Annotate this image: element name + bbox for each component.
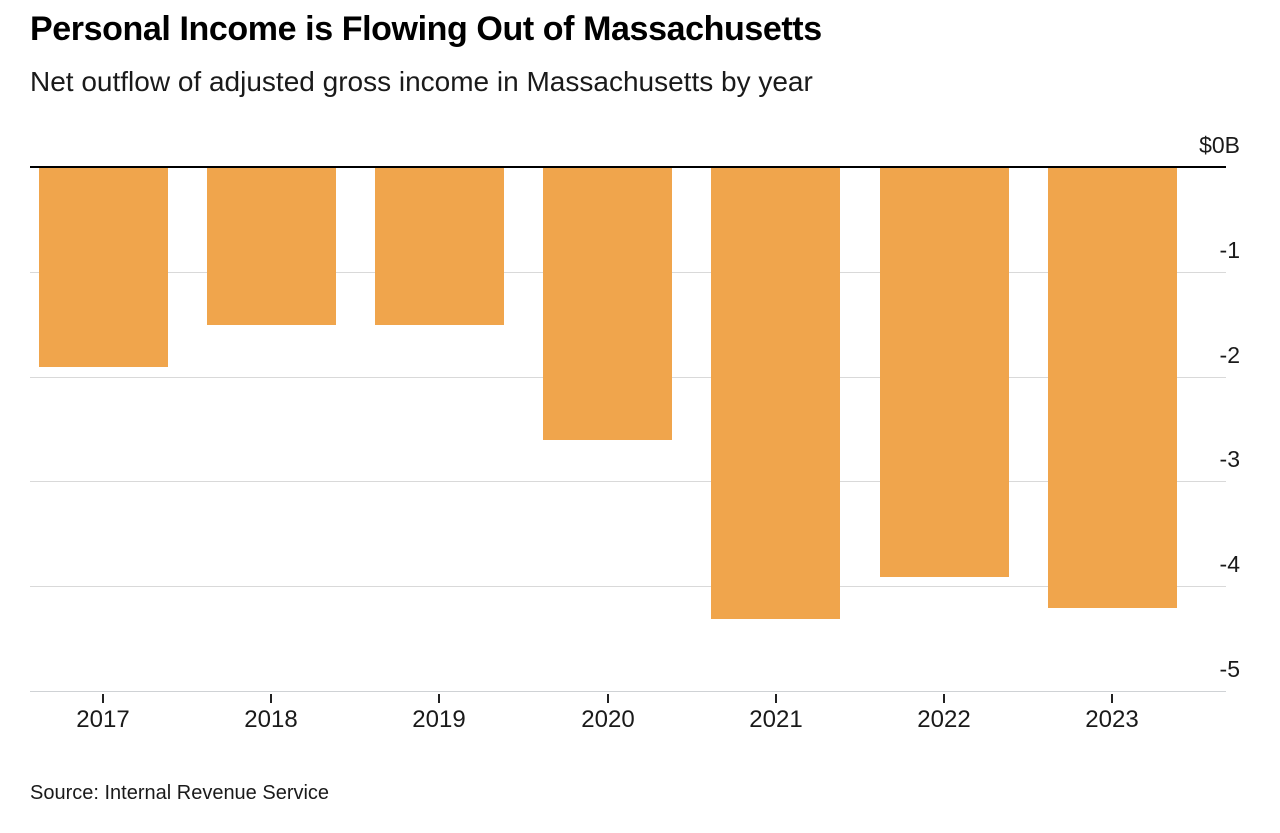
x-tick-mark bbox=[943, 694, 945, 703]
x-tick-mark bbox=[1111, 694, 1113, 703]
x-tick-label: 2021 bbox=[749, 706, 803, 733]
x-tick-mark bbox=[775, 694, 777, 703]
x-tick-mark bbox=[270, 694, 272, 703]
bar-2021 bbox=[711, 168, 840, 619]
x-tick-mark bbox=[438, 694, 440, 703]
bar-2018 bbox=[207, 168, 336, 325]
y-tick-label: $0B bbox=[1199, 132, 1240, 158]
bar-2023 bbox=[1048, 168, 1177, 608]
bar-2017 bbox=[39, 168, 168, 367]
y-tick-label: -4 bbox=[1219, 551, 1240, 577]
x-tick-label: 2017 bbox=[76, 706, 130, 733]
bar-2022 bbox=[880, 168, 1009, 577]
gridline bbox=[30, 586, 1226, 587]
gridline bbox=[30, 481, 1226, 482]
x-tick-label: 2022 bbox=[917, 706, 971, 733]
x-tick-label: 2023 bbox=[1085, 706, 1139, 733]
x-tick-label: 2019 bbox=[412, 706, 466, 733]
bar-2020 bbox=[543, 168, 672, 440]
y-tick-label: -5 bbox=[1219, 656, 1240, 682]
source-note: Source: Internal Revenue Service bbox=[30, 782, 330, 804]
y-tick-label: -3 bbox=[1219, 446, 1240, 472]
bar-2019 bbox=[375, 168, 504, 325]
y-tick-label: -1 bbox=[1219, 237, 1240, 263]
chart-subtitle: Net outflow of adjusted gross income in … bbox=[30, 66, 813, 97]
x-tick-mark bbox=[102, 694, 104, 703]
x-tick-label: 2020 bbox=[581, 706, 635, 733]
chart-title: Personal Income is Flowing Out of Massac… bbox=[30, 10, 822, 48]
zero-line bbox=[30, 166, 1226, 168]
x-tick-mark bbox=[607, 694, 609, 703]
y-tick-label: -2 bbox=[1219, 342, 1240, 368]
x-tick-label: 2018 bbox=[244, 706, 298, 733]
x-axis-line bbox=[30, 691, 1226, 692]
